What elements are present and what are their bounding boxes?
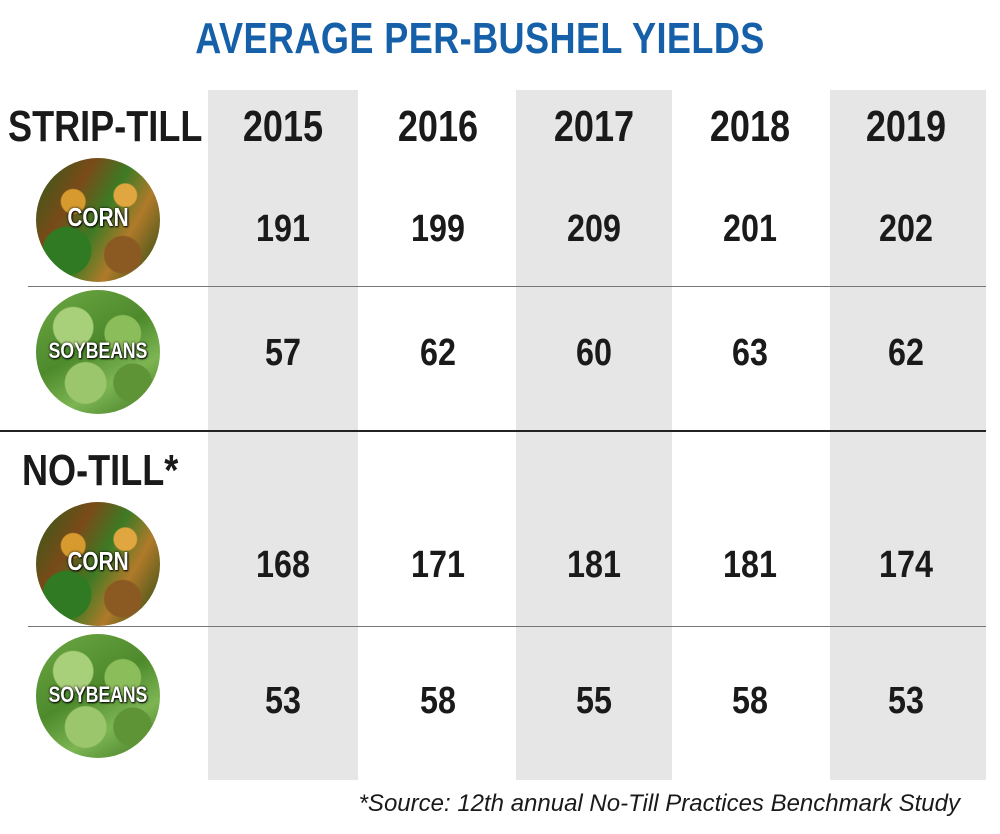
table-cell: 53 <box>888 680 924 722</box>
badge-label: CORN <box>67 546 129 576</box>
table-cell: 209 <box>567 208 621 250</box>
badge-label: SOYBEANS <box>48 338 148 363</box>
corn-badge: CORN <box>36 158 160 282</box>
table-cell: 62 <box>888 332 924 374</box>
section-label-no-till: NO-TILL* <box>22 446 179 495</box>
table-cell: 202 <box>879 208 933 250</box>
row-divider <box>28 286 986 287</box>
badge-label: CORN <box>67 202 129 232</box>
table-cell: 171 <box>411 544 465 586</box>
row-divider <box>28 626 986 627</box>
table-cell: 58 <box>732 680 768 722</box>
table-cell: 181 <box>567 544 621 586</box>
shade-column-2015 <box>208 90 358 780</box>
table-cell: 174 <box>879 544 933 586</box>
table-cell: 57 <box>265 332 301 374</box>
soybeans-badge: SOYBEANS <box>36 634 160 758</box>
chart-title: AVERAGE PER-BUSHEL YIELDS <box>195 14 765 63</box>
table-cell: 53 <box>265 680 301 722</box>
source-note: *Source: 12th annual No-Till Practices B… <box>358 790 960 817</box>
soybeans-badge: SOYBEANS <box>36 290 160 414</box>
table-cell: 191 <box>256 208 310 250</box>
section-label-strip-till: STRIP-TILL <box>8 102 203 151</box>
year-header: 2017 <box>553 102 635 151</box>
year-header: 2016 <box>397 102 479 151</box>
year-header: 2019 <box>865 102 947 151</box>
badge-label: SOYBEANS <box>48 682 148 707</box>
shade-column-2017 <box>516 90 672 780</box>
table-cell: 58 <box>420 680 456 722</box>
table-cell: 60 <box>576 332 612 374</box>
table-cell: 201 <box>723 208 777 250</box>
year-header: 2015 <box>242 102 324 151</box>
table-cell: 199 <box>411 208 465 250</box>
year-header: 2018 <box>709 102 791 151</box>
table-cell: 168 <box>256 544 310 586</box>
table-cell: 181 <box>723 544 777 586</box>
shade-column-2019 <box>830 90 986 780</box>
table-cell: 63 <box>732 332 768 374</box>
table-cell: 62 <box>420 332 456 374</box>
section-divider <box>0 430 986 432</box>
corn-badge: CORN <box>36 502 160 626</box>
table-cell: 55 <box>576 680 612 722</box>
